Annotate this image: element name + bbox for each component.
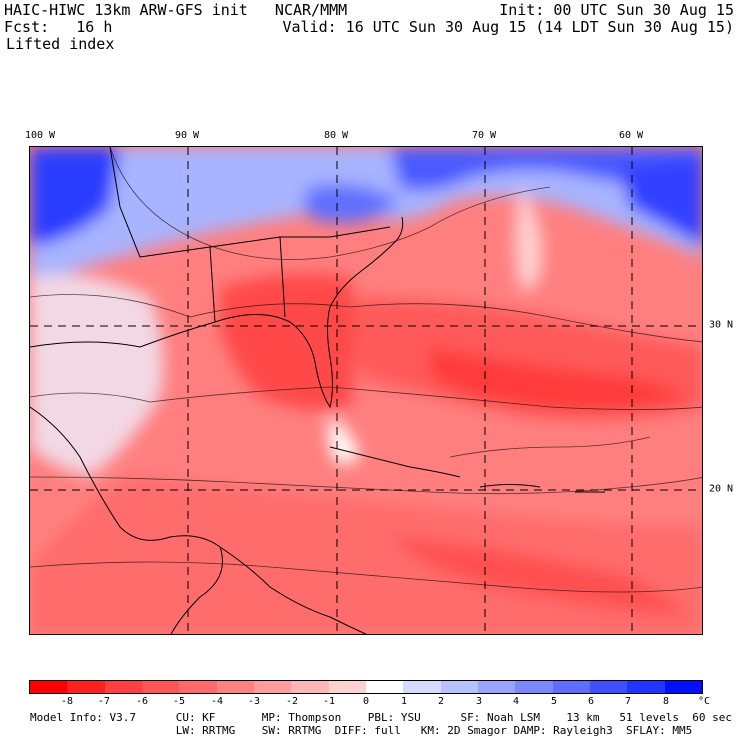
colorbar-swatch: [515, 681, 553, 693]
colorbar-swatch: [664, 681, 702, 693]
colorbar-tick: 0: [362, 696, 370, 707]
colorbar-tick: -3: [247, 696, 261, 707]
run-title: HAIC-HIWC 13km ARW-GFS init NCAR/MMM: [4, 1, 348, 19]
colorbar-tick: -5: [172, 696, 186, 707]
stable-air-north: [30, 147, 702, 287]
valid-time: Valid: 16 UTC Sun 30 Aug 15 (14 LDT Sun …: [282, 18, 734, 36]
colorbar-swatch: [440, 681, 478, 693]
colorbar-swatch: [627, 681, 665, 693]
init-time: Init: 00 UTC Sun 30 Aug 15: [499, 1, 734, 19]
lon-label-70w: 70 W: [471, 130, 497, 141]
lon-label-90w: 90 W: [174, 130, 200, 141]
lon-label-60w: 60 W: [618, 130, 644, 141]
colorbar-swatch: [328, 681, 366, 693]
lifted-index-map: [29, 146, 703, 635]
cuba: [329, 446, 461, 478]
colorbar: [29, 680, 703, 694]
colorbar-tick: 1: [400, 696, 408, 707]
colorbar-tick: -4: [210, 696, 224, 707]
colorbar-swatch: [179, 681, 217, 693]
us-state-borders: [109, 147, 391, 323]
lat-label-20n: 20 N: [709, 483, 734, 495]
colorbar-tick: 8: [662, 696, 670, 707]
colorbar-swatch: [552, 681, 590, 693]
us-gulf-coast: [30, 216, 404, 409]
colorbar-swatch: [403, 681, 441, 693]
lon-label-80w: 80 W: [323, 130, 349, 141]
colorbar-swatch: [365, 681, 404, 693]
colorbar-swatch: [67, 681, 105, 693]
colorbar-tick: 6: [587, 696, 595, 707]
colorbar-swatch: [477, 681, 516, 693]
model-info-line2: LW: RRTMG SW: RRTMG DIFF: full KM: 2D Sm…: [30, 724, 693, 737]
colorbar-swatch: [104, 681, 142, 693]
colorbar-tick: 5: [550, 696, 558, 707]
colorbar-tick: 3: [475, 696, 483, 707]
colorbar-tick: -7: [97, 696, 111, 707]
colorbar-swatch: [30, 681, 68, 693]
colorbar-tick: 4: [512, 696, 520, 707]
central-america: [219, 546, 367, 634]
colorbar-tick: -2: [285, 696, 299, 707]
colorbar-tick: 2: [437, 696, 445, 707]
colorbar-tick: -1: [322, 696, 336, 707]
mexico-coast: [30, 406, 223, 634]
colorbar-swatch: [589, 681, 628, 693]
colorbar-tick: -8: [60, 696, 74, 707]
model-info-line1: Model Info: V3.7 CU: KF MP: Thompson PBL…: [30, 711, 732, 724]
colorbar-unit: °C: [697, 696, 711, 707]
forecast-hour: Fcst: 16 h: [4, 18, 113, 36]
lon-label-100w: 100 W: [24, 130, 56, 141]
colorbar-swatch: [253, 681, 292, 693]
colorbar-tick: 7: [624, 696, 632, 707]
colorbar-swatch: [141, 681, 180, 693]
field-name: Lifted index: [6, 35, 115, 53]
colorbar-tick: -6: [135, 696, 149, 707]
lat-label-30n: 30 N: [709, 319, 734, 331]
colorbar-swatch: [216, 681, 254, 693]
colorbar-swatch: [291, 681, 329, 693]
